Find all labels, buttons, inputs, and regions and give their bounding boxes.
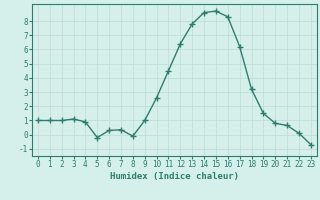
X-axis label: Humidex (Indice chaleur): Humidex (Indice chaleur) xyxy=(110,172,239,181)
